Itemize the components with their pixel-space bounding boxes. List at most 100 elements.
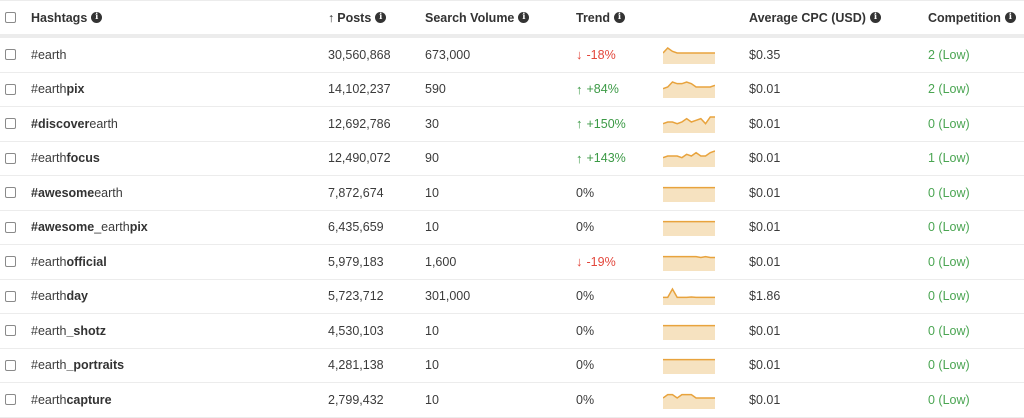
avg-cpc: $0.01 xyxy=(749,82,781,97)
competition-level: 0 (Low) xyxy=(928,358,970,373)
row-checkbox[interactable] xyxy=(5,83,16,95)
competition-level: 2 (Low) xyxy=(928,47,970,62)
info-icon[interactable]: i xyxy=(869,12,881,23)
trend-arrow-icon: ↓ xyxy=(576,254,583,270)
posts-count: 30,560,868 xyxy=(328,47,391,62)
trend-percent: 0% xyxy=(576,289,595,304)
trend-value: 0% xyxy=(576,349,594,383)
table-row[interactable]: #earth_shotz 4,530,103 10 0% $0.01 0 (Lo… xyxy=(0,314,1024,349)
sparkline-chart xyxy=(663,81,715,99)
posts-count: 2,799,432 xyxy=(328,392,384,407)
hashtag-name[interactable]: #earth xyxy=(31,47,67,62)
row-checkbox[interactable] xyxy=(5,359,16,371)
trend-sparkline xyxy=(663,38,715,72)
info-icon[interactable]: i xyxy=(614,12,626,23)
header-posts[interactable]: ↑ Posts i xyxy=(328,1,387,34)
hashtag-name[interactable]: #earthpix xyxy=(31,82,85,97)
search-volume: 10 xyxy=(425,358,439,373)
sparkline-chart xyxy=(663,287,715,306)
hashtag-name[interactable]: #earthday xyxy=(31,289,88,304)
search-volume: 90 xyxy=(425,151,439,166)
sparkline-chart xyxy=(663,46,715,64)
hashtag-name[interactable]: #earthcapture xyxy=(31,392,112,407)
header-competition-label: Competition xyxy=(928,10,1001,25)
table-row[interactable]: #earth_portraits 4,281,138 10 0% $0.01 0… xyxy=(0,349,1024,383)
competition-level: 0 (Low) xyxy=(928,185,970,200)
select-all-checkbox[interactable] xyxy=(5,12,16,23)
row-checkbox[interactable] xyxy=(5,221,16,233)
row-checkbox[interactable] xyxy=(5,290,16,302)
trend-value: ↓ -19% xyxy=(576,245,616,279)
search-volume: 10 xyxy=(425,220,439,235)
trend-percent: -19% xyxy=(586,254,616,269)
table-row[interactable]: #earthofficial 5,979,183 1,600 ↓ -19% $0… xyxy=(0,245,1024,280)
table-row[interactable]: #earthcapture 2,799,432 10 0% $0.01 0 (L… xyxy=(0,383,1024,418)
trend-percent: +150% xyxy=(586,116,626,131)
posts-count: 4,281,138 xyxy=(328,358,384,373)
competition-level: 0 (Low) xyxy=(928,220,970,235)
sparkline-chart xyxy=(663,393,715,409)
hashtag-name[interactable]: #discoverearth xyxy=(31,116,118,131)
trend-sparkline xyxy=(663,349,715,383)
header-avg-cpc[interactable]: Average CPC (USD) i xyxy=(749,1,881,34)
info-icon[interactable]: i xyxy=(91,12,103,23)
avg-cpc: $0.01 xyxy=(749,254,781,269)
table-row[interactable]: #awesomeearth 7,872,674 10 0% $0.01 0 (L… xyxy=(0,176,1024,211)
header-search-volume[interactable]: Search Volume i xyxy=(425,1,530,34)
row-checkbox[interactable] xyxy=(5,325,16,337)
trend-sparkline xyxy=(663,142,715,176)
trend-sparkline xyxy=(663,314,715,348)
posts-count: 14,102,237 xyxy=(328,82,391,97)
table-body: #earth 30,560,868 673,000 ↓ -18% $0.35 2… xyxy=(0,38,1024,418)
info-icon[interactable]: i xyxy=(518,12,530,23)
posts-count: 12,490,072 xyxy=(328,151,391,166)
row-checkbox[interactable] xyxy=(5,118,16,130)
avg-cpc: $0.01 xyxy=(749,116,781,131)
trend-value: ↓ -18% xyxy=(576,38,616,72)
table-row[interactable]: #discoverearth 12,692,786 30 ↑ +150% $0.… xyxy=(0,107,1024,142)
hashtag-name[interactable]: #earth_portraits xyxy=(31,358,125,373)
trend-percent: +143% xyxy=(586,151,626,166)
header-competition[interactable]: Competition i xyxy=(928,1,1016,34)
row-checkbox[interactable] xyxy=(5,256,16,268)
row-checkbox[interactable] xyxy=(5,152,16,164)
table-row[interactable]: #earth 30,560,868 673,000 ↓ -18% $0.35 2… xyxy=(0,38,1024,73)
table-row[interactable]: #earthday 5,723,712 301,000 0% $1.86 0 (… xyxy=(0,280,1024,314)
competition-level: 0 (Low) xyxy=(928,116,970,131)
trend-percent: 0% xyxy=(576,323,595,338)
table-row[interactable]: #awesome_earthpix 6,435,659 10 0% $0.01 … xyxy=(0,211,1024,245)
sort-arrow-up-icon: ↑ xyxy=(328,10,335,25)
avg-cpc: $0.01 xyxy=(749,185,781,200)
sparkline-chart xyxy=(663,255,715,271)
trend-sparkline xyxy=(663,107,715,141)
trend-value: ↑ +150% xyxy=(576,107,626,141)
posts-count: 6,435,659 xyxy=(328,220,384,235)
trend-value: 0% xyxy=(576,383,594,417)
hashtag-name[interactable]: #earthofficial xyxy=(31,254,107,269)
trend-value: 0% xyxy=(576,280,594,314)
avg-cpc: $0.01 xyxy=(749,392,781,407)
row-checkbox[interactable] xyxy=(5,394,16,406)
hashtag-name[interactable]: #earthfocus xyxy=(31,151,100,166)
hashtag-name[interactable]: #awesomeearth xyxy=(31,185,123,200)
hashtag-name[interactable]: #awesome_earthpix xyxy=(31,220,148,235)
row-checkbox[interactable] xyxy=(5,49,16,61)
trend-sparkline xyxy=(663,245,715,279)
header-trend[interactable]: Trend i xyxy=(576,1,626,34)
info-icon[interactable]: i xyxy=(1004,12,1016,23)
row-checkbox[interactable] xyxy=(5,187,16,199)
header-trend-label: Trend xyxy=(576,10,611,25)
info-icon[interactable]: i xyxy=(375,12,387,23)
trend-percent: 0% xyxy=(576,185,595,200)
posts-count: 5,723,712 xyxy=(328,289,384,304)
search-volume: 301,000 xyxy=(425,289,471,304)
table-row[interactable]: #earthfocus 12,490,072 90 ↑ +143% $0.01 … xyxy=(0,142,1024,176)
header-hashtags[interactable]: Hashtags i xyxy=(31,1,103,34)
search-volume: 10 xyxy=(425,185,439,200)
table-row[interactable]: #earthpix 14,102,237 590 ↑ +84% $0.01 2 … xyxy=(0,73,1024,107)
trend-arrow-icon: ↑ xyxy=(576,81,583,97)
hashtag-name[interactable]: #earth_shotz xyxy=(31,323,107,338)
trend-value: 0% xyxy=(576,314,594,348)
sparkline-chart xyxy=(663,221,715,237)
